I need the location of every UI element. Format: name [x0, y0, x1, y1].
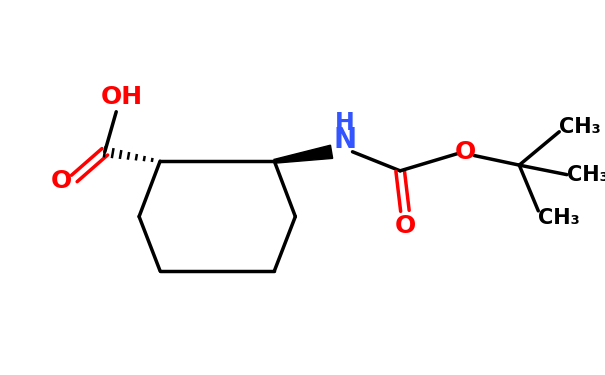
Text: OH: OH [101, 84, 143, 108]
Text: CH₃: CH₃ [567, 165, 605, 184]
Polygon shape [274, 145, 333, 163]
Text: CH₃: CH₃ [538, 209, 580, 228]
Text: O: O [394, 214, 416, 238]
Text: O: O [454, 140, 476, 164]
Text: N: N [333, 126, 356, 154]
Text: CH₃: CH₃ [560, 117, 601, 137]
Text: H: H [335, 111, 355, 135]
Text: O: O [50, 169, 71, 193]
